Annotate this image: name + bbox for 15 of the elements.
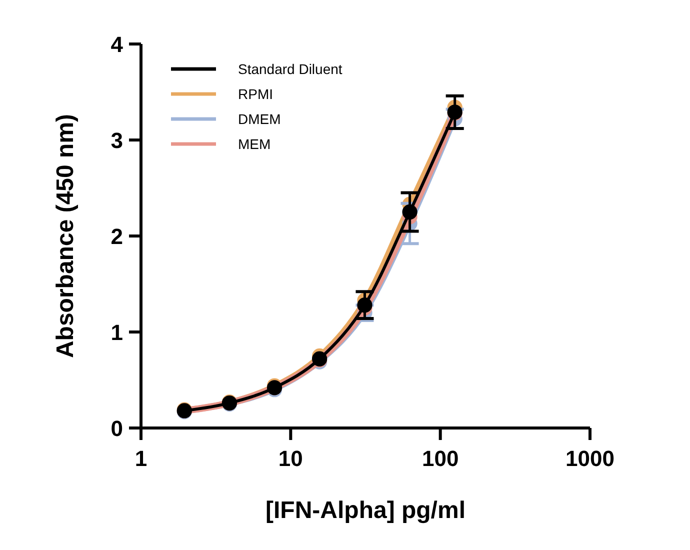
y-axis-title: Absorbance (450 nm) xyxy=(52,114,79,358)
y-tick-label: 0 xyxy=(110,416,123,441)
x-tick-label: 1 xyxy=(134,446,148,471)
x-tick-label: 10 xyxy=(278,446,303,471)
x-tick-label: 100 xyxy=(422,446,459,471)
y-tick-label: 2 xyxy=(110,224,123,249)
y-tick-label: 4 xyxy=(110,32,124,57)
y-tick-label: 1 xyxy=(110,320,123,345)
x-axis-title: [IFN-Alpha] pg/ml xyxy=(266,497,466,524)
x-tick-label: 1000 xyxy=(566,446,614,471)
legend-label: DMEM xyxy=(238,111,281,127)
y-tick-label: 3 xyxy=(110,128,123,153)
legend-label: MEM xyxy=(238,136,271,152)
legend-label: RPMI xyxy=(238,86,273,102)
legend-label: Standard Diluent xyxy=(238,61,342,77)
